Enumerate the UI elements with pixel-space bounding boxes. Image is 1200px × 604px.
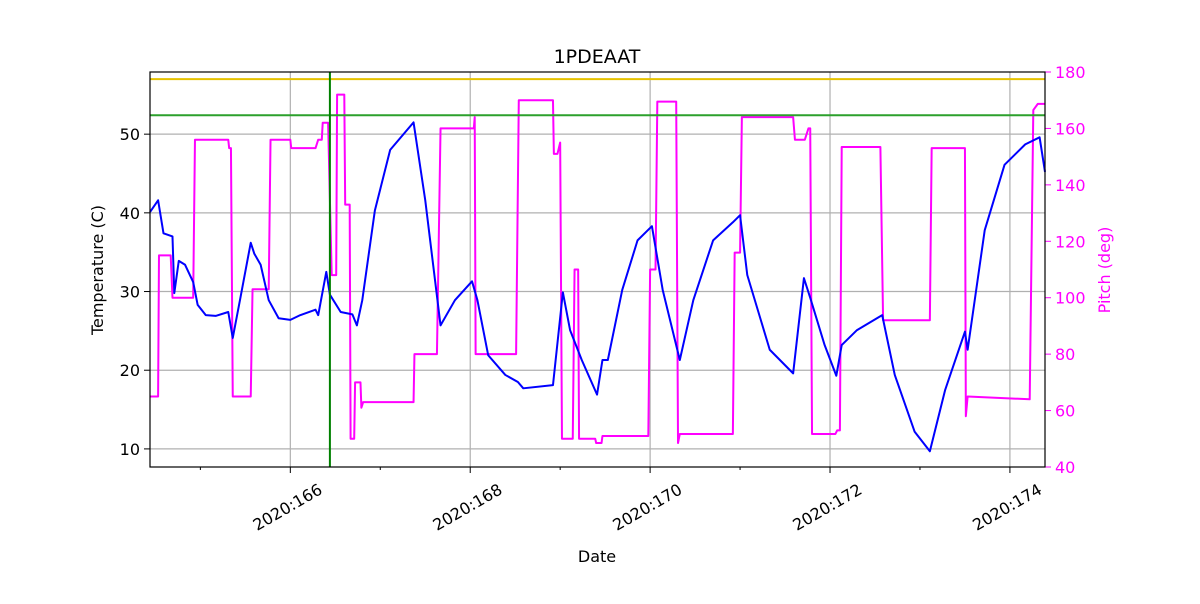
y-tick-label: 50 — [120, 125, 140, 144]
chart-title: 1PDEAAT — [554, 46, 641, 68]
y2-tick-label: 140 — [1055, 176, 1086, 195]
y2-tick-label: 40 — [1055, 458, 1075, 477]
y2-axis-label: Pitch (deg) — [1095, 227, 1114, 314]
x-axis-label: Date — [578, 547, 616, 566]
series-line — [149, 121, 1046, 453]
y-tick-label: 40 — [120, 204, 140, 223]
plot-frame — [149, 71, 1046, 468]
y2-tick-label: 160 — [1055, 119, 1086, 138]
y2-tick-label: 80 — [1055, 345, 1075, 364]
series-line — [150, 93, 1045, 445]
y-tick-label: 10 — [120, 440, 140, 459]
y2-tick-label: 100 — [1055, 289, 1086, 308]
y-tick-label: 20 — [120, 361, 140, 380]
y2-tick-label: 180 — [1055, 63, 1086, 82]
y2-tick-label: 60 — [1055, 402, 1075, 421]
y-tick-label: 30 — [120, 283, 140, 302]
y2-tick-label: 120 — [1055, 232, 1086, 251]
y-axis-label: Temperature (C) — [88, 205, 107, 336]
